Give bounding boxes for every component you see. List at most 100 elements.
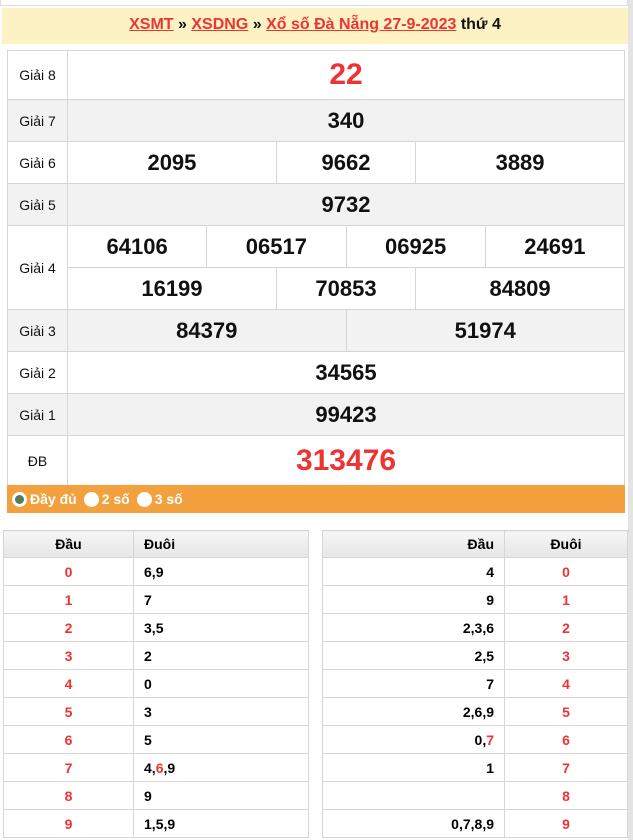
digit: 6 xyxy=(155,759,164,776)
loto-header-row: Đầu Đuôi xyxy=(3,530,309,558)
table-row: 7 4,6,9 xyxy=(3,753,309,782)
loto-values: 1,5,9 xyxy=(133,809,309,838)
digit: 7 xyxy=(462,815,471,832)
loto-key: 5 xyxy=(3,697,134,726)
digit: 3 xyxy=(144,619,152,636)
row-g2: Giải 2 34565 xyxy=(7,351,625,394)
digit: 6 xyxy=(474,703,483,720)
comma: , xyxy=(151,619,156,636)
loto-key: 6 xyxy=(504,725,628,754)
loto-values: 3,5 xyxy=(133,613,309,642)
loto-key: 5 xyxy=(504,697,628,726)
prize-value: 34565 xyxy=(67,351,625,394)
option-3-digits[interactable]: 3 số xyxy=(136,491,183,507)
row-db: ĐB 313476 xyxy=(7,435,625,486)
loto-values: 6,9 xyxy=(133,557,309,586)
loto-values: 9 xyxy=(322,585,505,614)
row-g7: Giải 7 340 xyxy=(7,99,625,142)
digit: 5 xyxy=(155,815,164,832)
loto-values: 2 xyxy=(133,641,309,670)
digit: 2 xyxy=(144,647,152,664)
loto-key: 1 xyxy=(3,585,134,614)
loto-values: 4 xyxy=(322,557,505,586)
digit: 7 xyxy=(486,731,494,748)
breadcrumb: XSMT » XSDNG » Xổ số Đà Nẵng 27-9-2023 t… xyxy=(2,8,628,44)
loto-values: 9 xyxy=(133,781,309,810)
prize-value: 24691 xyxy=(484,225,626,268)
link-xsmt[interactable]: XSMT xyxy=(129,16,174,33)
table-row: 8 xyxy=(322,781,628,810)
digit: 4 xyxy=(144,759,152,776)
loto-key: 0 xyxy=(504,557,628,586)
display-options-bar: Đầy đủ 2 số 3 số xyxy=(7,485,625,513)
prize-label: Giải 8 xyxy=(7,50,68,100)
row-g3: Giải 3 84379 51974 xyxy=(7,309,625,352)
link-xsdng[interactable]: XSDNG xyxy=(191,16,249,33)
header-duoi: Đuôi xyxy=(133,530,309,558)
row-g1: Giải 1 99423 xyxy=(7,393,625,436)
digit: 0 xyxy=(474,731,483,748)
radio-checked-icon[interactable] xyxy=(12,491,27,507)
prize-value: 16199 xyxy=(67,267,277,310)
prize-value: 84379 xyxy=(67,309,347,352)
digit: 9 xyxy=(486,591,494,608)
comma: , xyxy=(458,815,463,832)
comma: , xyxy=(151,815,156,832)
loto-values: 2,3,6 xyxy=(322,613,505,642)
option-full[interactable]: Đầy đủ xyxy=(12,491,77,507)
radio-icon[interactable] xyxy=(83,491,99,507)
digit: 5 xyxy=(155,619,164,636)
digit: 1 xyxy=(486,759,494,776)
digit: 3 xyxy=(474,619,483,636)
digit: 9 xyxy=(167,759,176,776)
prize-value: 06517 xyxy=(206,225,347,268)
prize-label: Giải 3 xyxy=(7,309,68,352)
header-dau: Đầu xyxy=(322,530,505,558)
digit: 8 xyxy=(474,815,483,832)
prize-value: 340 xyxy=(67,99,625,142)
table-row: 2,3,6 2 xyxy=(322,613,628,642)
prize-label: ĐB xyxy=(7,435,68,486)
prize-value: 22 xyxy=(67,50,625,100)
loto-values: 2,6,9 xyxy=(322,697,505,726)
sep: » xyxy=(248,16,267,33)
special-prize-value: 313476 xyxy=(67,435,625,486)
radio-icon[interactable] xyxy=(136,491,152,507)
table-row: 2,5 3 xyxy=(322,641,628,670)
comma: , xyxy=(151,759,156,776)
loto-key: 9 xyxy=(504,809,628,838)
loto-key: 4 xyxy=(504,669,628,698)
digit: 3 xyxy=(144,703,152,720)
option-2-digits[interactable]: 2 số xyxy=(83,491,130,507)
digit: 5 xyxy=(144,731,152,748)
scrollbar-track[interactable] xyxy=(628,0,633,840)
header-duoi: Đuôi xyxy=(504,530,628,558)
digit: 9 xyxy=(486,815,494,832)
digit: 2 xyxy=(474,647,483,664)
prize-value: 3889 xyxy=(415,141,625,184)
comma: , xyxy=(482,647,487,664)
prize-label: Giải 5 xyxy=(7,183,68,226)
loto-values: 2,5 xyxy=(322,641,505,670)
option-label: 2 số xyxy=(101,491,130,507)
prize-label: Giải 7 xyxy=(7,99,68,142)
digit: 9 xyxy=(155,563,164,580)
sep: » xyxy=(173,16,192,33)
loto-key: 8 xyxy=(3,781,134,810)
loto-tail-table: Đầu Đuôi 4 0 9 1 2,3,6 2 2,5 3 7 4 2,6,9 5 0,7 6 1 7 8 0,7,… xyxy=(322,530,628,838)
loto-key: 1 xyxy=(504,585,628,614)
option-label: Đầy đủ xyxy=(30,491,77,507)
link-title[interactable]: Xổ số Đà Nẵng 27-9-2023 xyxy=(266,16,457,33)
comma: , xyxy=(470,619,475,636)
table-row: 0,7,8,9 9 xyxy=(322,809,628,838)
prize-label: Giải 4 xyxy=(7,225,68,310)
digit: 4 xyxy=(486,563,494,580)
digit: 6 xyxy=(144,563,152,580)
results-table: Giải 8 22 Giải 7 340 Giải 6 2095 9662 3889 Gi… xyxy=(7,50,626,486)
